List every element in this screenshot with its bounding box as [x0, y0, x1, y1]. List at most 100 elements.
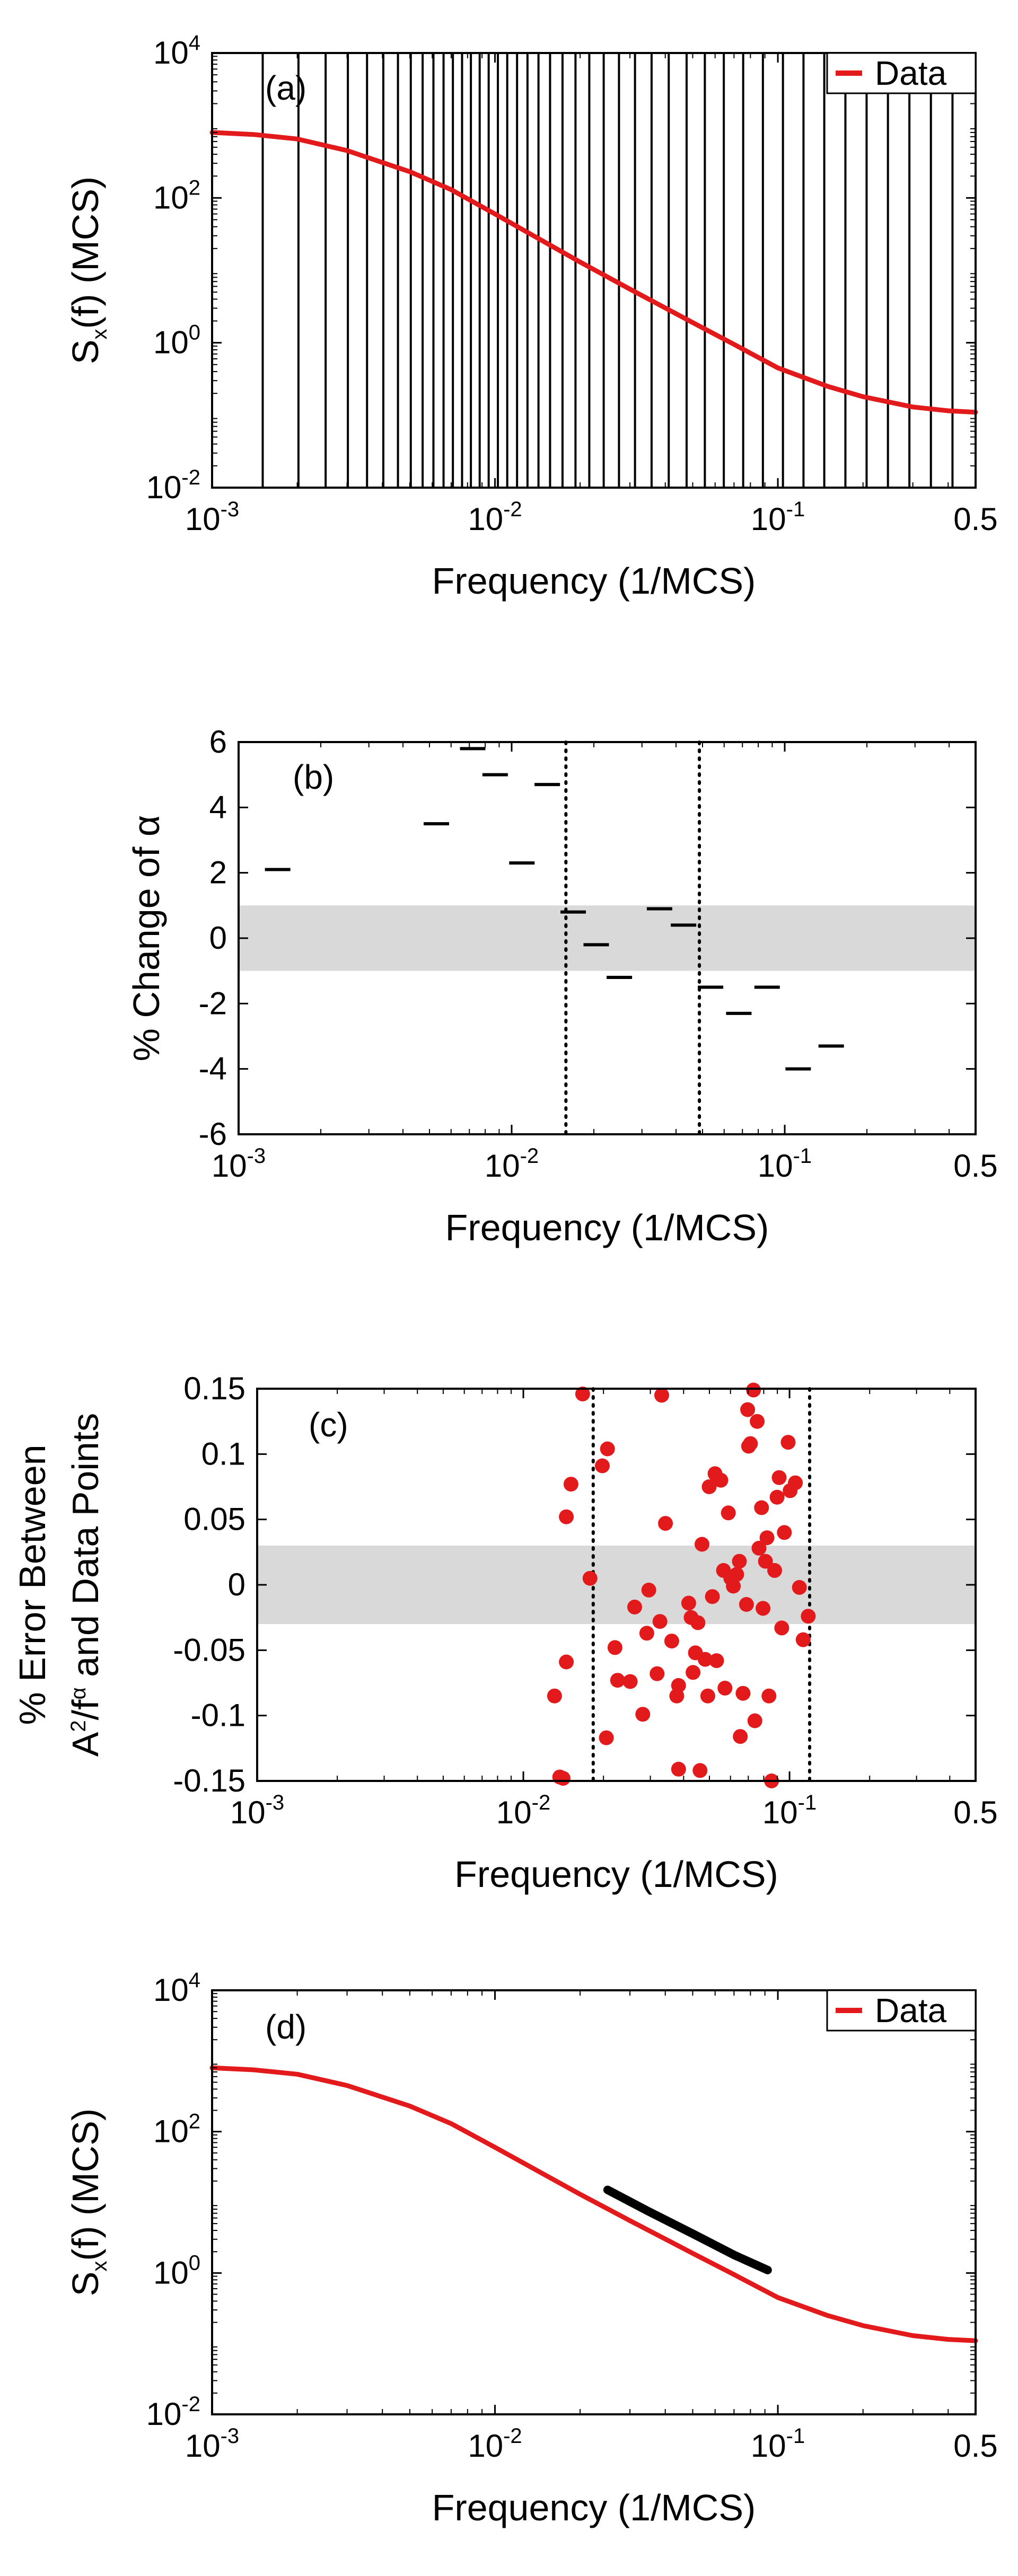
y-tick-label: 100 [153, 2251, 200, 2290]
error-point [582, 1571, 598, 1586]
error-point [622, 1674, 638, 1689]
error-point [575, 1386, 590, 1401]
y-title2-a: A [65, 1732, 106, 1757]
x-tick-label-exp: -1 [793, 1144, 812, 1168]
x-axis-title: Frequency (1/MCS) [445, 1207, 769, 1248]
x-tick-label-base: 0.5 [953, 1148, 997, 1184]
x-tick-label: 10-1 [751, 498, 805, 537]
error-point [780, 1435, 796, 1450]
y-tick-label-exp: 4 [189, 1969, 200, 1992]
error-point [792, 1580, 807, 1595]
y-tick-label-base: 10 [153, 325, 189, 360]
legend-label: Data [875, 54, 947, 92]
x-tick-label-base: 10 [468, 2428, 503, 2464]
error-point [686, 1665, 701, 1680]
error-point [690, 1615, 706, 1630]
y-axis-title-line2: A2/fα and Data Points [65, 1413, 106, 1757]
y-title-main: S [65, 340, 106, 365]
y-tick-label-base: 10 [146, 470, 182, 505]
y-axis-title: Sx(f) (MCS) [65, 177, 111, 364]
y-tick-label-base: 10 [153, 2114, 189, 2149]
y-tick-label: -2 [199, 985, 227, 1021]
error-point [771, 1470, 787, 1485]
error-point [563, 1477, 578, 1492]
y-tick-label-base: 6 [209, 724, 227, 760]
y-tick-label-base: 10 [153, 180, 189, 215]
error-point [754, 1500, 769, 1515]
y-tick-label-exp: -2 [181, 466, 200, 489]
y-tick-label: -4 [199, 1051, 227, 1087]
error-point [746, 1382, 761, 1398]
y-tick-label-base: 0.15 [183, 1371, 245, 1406]
x-tick-label-base: 10 [185, 501, 221, 537]
panel-label: (a) [265, 69, 306, 107]
error-point [739, 1597, 754, 1612]
x-tick-label: 0.5 [953, 1795, 997, 1830]
error-point [671, 1678, 686, 1693]
y-tick-label-exp: 0 [189, 321, 200, 345]
y-tick-label-base: 10 [146, 2396, 182, 2432]
error-point [777, 1525, 792, 1540]
tolerance-band [257, 1546, 976, 1624]
error-point [607, 1640, 622, 1655]
y-tick-label-base: 0 [209, 920, 227, 956]
y-title2-c: and Data Points [65, 1413, 106, 1688]
y-axis-title: Sx(f) (MCS) [65, 2109, 111, 2296]
error-point [658, 1516, 673, 1531]
error-point [705, 1589, 720, 1604]
x-tick-label-base: 10 [758, 1148, 793, 1184]
y-axis-title-line1: % Error Between [12, 1444, 53, 1725]
y-tick-label: 2 [209, 855, 227, 890]
y-title2-sup2: α [67, 1687, 90, 1699]
error-point [635, 1707, 651, 1722]
x-axis-title: Frequency (1/MCS) [432, 2487, 756, 2528]
x-tick-label: 0.5 [953, 1148, 997, 1184]
y-tick-label-base: -2 [199, 985, 227, 1021]
y-tick-label-base: -0.15 [173, 1763, 245, 1798]
error-point [713, 1472, 729, 1488]
x-tick-label: 0.5 [953, 2428, 997, 2464]
error-point [721, 1505, 736, 1521]
y-tick-label-base: -4 [199, 1051, 227, 1087]
x-tick-label-base: 0.5 [953, 1795, 997, 1830]
panel-c: 10-3 10-2 10-1 0.5-0.15-0.1-0.0500.050.10.1… [12, 1371, 998, 1895]
y-title2-sup1: 2 [67, 1720, 90, 1732]
x-tick-label-exp: -1 [786, 2424, 805, 2448]
y-tick-label: 102 [153, 2110, 200, 2149]
error-point [664, 1634, 679, 1649]
x-tick-label: 10-1 [762, 1791, 817, 1830]
error-point [610, 1673, 625, 1688]
error-point [740, 1402, 756, 1417]
error-point [681, 1595, 696, 1611]
y-tick-label: 10-2 [146, 466, 200, 505]
fit-range-line [603, 2185, 772, 2274]
x-tick-label-base: 10 [185, 2428, 221, 2464]
y-tick-label: 0.05 [183, 1502, 245, 1537]
y-tick-label-base: 4 [209, 789, 227, 825]
x-tick-label: 10-2 [468, 498, 522, 537]
data-series-line [209, 130, 978, 415]
y-tick-label-exp: 2 [189, 176, 200, 199]
x-tick-label-exp: -2 [532, 1791, 551, 1814]
error-point [559, 1654, 574, 1670]
error-point [733, 1729, 748, 1744]
error-point [698, 1652, 713, 1667]
x-tick-label-base: 10 [230, 1795, 266, 1830]
x-axis-title: Frequency (1/MCS) [454, 1854, 778, 1895]
x-axis-title: Frequency (1/MCS) [432, 560, 756, 602]
y-tick-label-base: 2 [209, 855, 227, 890]
error-point [801, 1609, 816, 1624]
plot-frame [211, 52, 977, 489]
error-point [758, 1554, 773, 1569]
plot-frame [238, 741, 977, 1135]
y-tick-label: 10-2 [146, 2393, 200, 2432]
y-title-rest: (f) (MCS) [65, 2109, 106, 2261]
x-tick-label-exp: -3 [266, 1791, 285, 1814]
error-point [743, 1436, 758, 1451]
x-tick-label-exp: -1 [786, 498, 805, 521]
x-tick-label-exp: -2 [503, 2424, 522, 2448]
y-tick-label: -6 [199, 1116, 227, 1152]
x-tick-label-base: 10 [751, 501, 786, 537]
